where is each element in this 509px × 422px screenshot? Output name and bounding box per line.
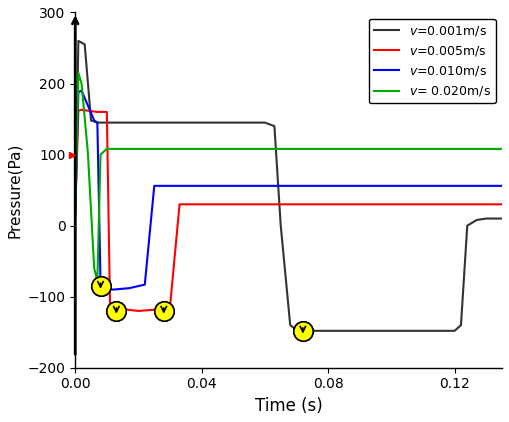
$v$=0.005m/s: [123, 307, 129, 312]
Line: $v$=0.010m/s: $v$=0.010m/s: [75, 91, 502, 289]
$v$=0.001m/s: [294, 327, 300, 333]
$v$=0.005m/s: [154, 307, 160, 312]
$v$=0.010m/s: [78, 88, 84, 93]
Line: $v$=0.001m/s: $v$=0.001m/s: [75, 41, 502, 331]
$v$= 0.020m/s: [75, 70, 81, 76]
$v$=0.001m/s: [474, 217, 480, 222]
$v$=0.010m/s: [161, 183, 167, 188]
$v$=0.001m/s: [483, 216, 489, 221]
$v$=0.010m/s: [167, 183, 173, 188]
$v$=0.010m/s: [72, 212, 78, 217]
$v$=0.001m/s: [94, 120, 100, 125]
$v$=0.005m/s: [135, 308, 142, 314]
$v$= 0.020m/s: [97, 152, 103, 157]
$v$=0.010m/s: [101, 286, 107, 291]
$v$=0.010m/s: [142, 282, 148, 287]
$v$=0.005m/s: [72, 209, 78, 214]
$v$=0.005m/s: [75, 108, 81, 113]
$v$=0.001m/s: [278, 223, 284, 228]
$v$= 0.020m/s: [114, 146, 120, 151]
$v$=0.005m/s: [177, 202, 183, 207]
$v$=0.001m/s: [287, 322, 293, 327]
$v$= 0.020m/s: [78, 81, 84, 86]
$v$=0.001m/s: [300, 328, 306, 333]
$v$=0.001m/s: [88, 118, 94, 123]
$v$=0.005m/s: [107, 301, 113, 306]
$v$=0.001m/s: [104, 120, 110, 125]
$v$=0.001m/s: [464, 223, 470, 228]
$v$=0.001m/s: [72, 206, 78, 211]
$v$= 0.020m/s: [94, 279, 100, 284]
$v$=0.001m/s: [262, 120, 268, 125]
$v$= 0.020m/s: [85, 150, 91, 155]
$v$=0.001m/s: [81, 42, 88, 47]
$v$=0.005m/s: [78, 107, 84, 112]
Line: $v$=0.005m/s: $v$=0.005m/s: [75, 110, 502, 311]
$v$=0.010m/s: [110, 287, 116, 292]
$v$=0.001m/s: [306, 328, 312, 333]
$v$=0.010m/s: [499, 183, 505, 188]
$v$=0.001m/s: [75, 38, 81, 43]
$v$=0.005m/s: [199, 202, 205, 207]
$v$= 0.020m/s: [104, 146, 110, 151]
$v$=0.001m/s: [499, 216, 505, 221]
Y-axis label: Pressure(Pa): Pressure(Pa): [7, 142, 22, 238]
$v$=0.001m/s: [451, 328, 458, 333]
$v$=0.005m/s: [205, 202, 211, 207]
$v$= 0.020m/s: [91, 266, 97, 271]
$v$=0.010m/s: [91, 118, 97, 123]
X-axis label: Time (s): Time (s): [255, 397, 323, 415]
Legend: $v$=0.001m/s, $v$=0.005m/s, $v$=0.010m/s, $v$= 0.020m/s: $v$=0.001m/s, $v$=0.005m/s, $v$=0.010m/s…: [369, 19, 496, 103]
$v$=0.010m/s: [75, 89, 81, 95]
$v$=0.001m/s: [271, 124, 277, 129]
$v$= 0.020m/s: [72, 216, 78, 221]
Line: $v$= 0.020m/s: $v$= 0.020m/s: [75, 73, 502, 281]
$v$=0.010m/s: [151, 183, 157, 188]
$v$=0.001m/s: [458, 322, 464, 327]
$v$=0.010m/s: [94, 120, 100, 125]
$v$=0.010m/s: [97, 280, 103, 285]
$v$=0.010m/s: [126, 286, 132, 291]
$v$=0.005m/s: [104, 109, 110, 114]
$v$=0.005m/s: [167, 303, 173, 308]
$v$=0.005m/s: [94, 109, 100, 114]
$v$=0.005m/s: [499, 202, 505, 207]
$v$=0.005m/s: [161, 305, 167, 310]
$v$= 0.020m/s: [499, 146, 505, 151]
